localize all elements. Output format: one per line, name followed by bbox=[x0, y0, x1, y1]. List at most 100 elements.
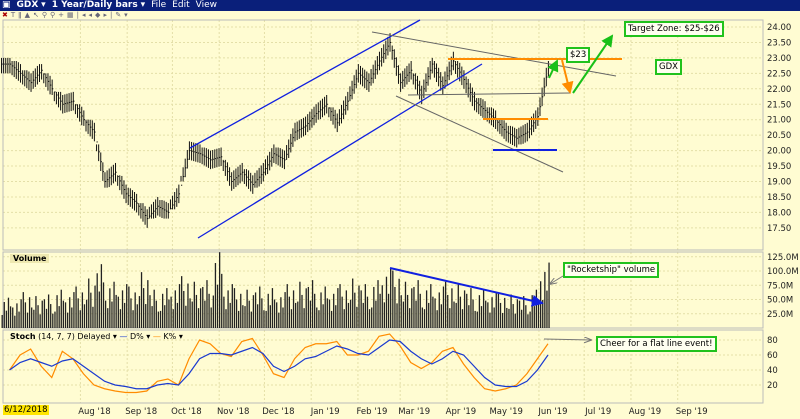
area-icon[interactable]: ▲ bbox=[24, 11, 33, 19]
volume-bar bbox=[60, 289, 62, 328]
rocketship-arrow bbox=[550, 275, 564, 284]
volume-bar bbox=[62, 300, 65, 328]
volume-bar bbox=[66, 312, 69, 328]
volume-bar bbox=[56, 295, 58, 328]
volume-bar bbox=[183, 290, 185, 328]
volume-bar bbox=[316, 307, 318, 328]
volume-bar bbox=[278, 312, 280, 328]
volume-bar bbox=[366, 296, 369, 328]
cursor-icon[interactable]: ↖ bbox=[33, 11, 42, 19]
close-icon[interactable]: ✖ bbox=[2, 11, 11, 19]
volume-bar bbox=[176, 302, 179, 328]
volume-bar bbox=[107, 308, 109, 328]
x-tick-label: Nov '18 bbox=[217, 407, 249, 417]
bars-icon[interactable]: ǁ bbox=[18, 11, 25, 19]
volume-decline-arrow bbox=[389, 267, 544, 307]
symbol-dropdown[interactable]: GDX ▾ bbox=[16, 0, 46, 10]
period-dropdown[interactable]: 1 Year/Daily bars ▾ bbox=[51, 0, 146, 10]
start-date-label: 6/12/2018 bbox=[3, 405, 49, 415]
volume-bar bbox=[288, 296, 290, 328]
price-tick-label: 21.00 bbox=[767, 116, 791, 126]
volume-bar bbox=[333, 293, 335, 328]
rocketship-volume-box: "Rocketship" volume bbox=[563, 262, 660, 278]
volume-bar bbox=[482, 289, 485, 328]
volume-bar bbox=[347, 302, 350, 328]
volume-bar bbox=[476, 311, 478, 328]
volume-bar bbox=[128, 286, 130, 328]
x-tick-label: Sep '18 bbox=[125, 407, 157, 417]
legend-k[interactable]: K% bbox=[163, 332, 177, 341]
volume-bar bbox=[520, 309, 523, 328]
volume-bar bbox=[400, 295, 402, 328]
x-tick-label: Jan '19 bbox=[310, 407, 340, 417]
volume-bar bbox=[168, 299, 170, 328]
text-icon[interactable]: T bbox=[10, 11, 19, 19]
volume-bar bbox=[233, 288, 236, 328]
volume-bar bbox=[510, 294, 512, 328]
chart-icon[interactable]: ▦ bbox=[67, 11, 77, 19]
menu-edit[interactable]: Edit bbox=[172, 0, 190, 10]
volume-bar bbox=[529, 311, 531, 328]
volume-bar bbox=[257, 304, 259, 328]
volume-bar bbox=[358, 285, 360, 328]
x-tick-label: Apr '19 bbox=[446, 407, 477, 417]
volume-bar bbox=[438, 292, 440, 328]
volume-bar bbox=[468, 305, 470, 328]
chart-toolbar: ✖Tǁ▲↖⚲⚲+▦|◂◂◆▸|✎▾ bbox=[0, 11, 800, 20]
volume-bar bbox=[94, 285, 96, 328]
volume-bar bbox=[345, 290, 347, 328]
draw-icon[interactable]: ✎▾ bbox=[115, 11, 131, 19]
volume-bar bbox=[337, 288, 339, 328]
volume-bar bbox=[463, 290, 466, 328]
volume-bar bbox=[149, 295, 151, 328]
step-right-icon[interactable]: ▸| bbox=[103, 11, 116, 19]
x-tick-label: Sep '19 bbox=[676, 407, 708, 417]
scroll-left-icon[interactable]: |◂ bbox=[76, 11, 89, 19]
zoom-out-icon[interactable]: ⚲ bbox=[50, 11, 59, 19]
volume-bar bbox=[533, 306, 535, 328]
volume-bar bbox=[301, 294, 303, 328]
price-tick-label: 19.50 bbox=[767, 162, 791, 172]
volume-bar bbox=[9, 306, 12, 328]
center-icon[interactable]: ◆ bbox=[95, 11, 104, 19]
volume-bar bbox=[286, 284, 288, 328]
volume-bar bbox=[223, 296, 225, 328]
volume-bar bbox=[77, 298, 79, 328]
volume-bar bbox=[478, 295, 481, 328]
menu-file[interactable]: File bbox=[151, 0, 167, 10]
volume-bar bbox=[189, 298, 191, 328]
volume-bar bbox=[352, 278, 354, 328]
volume-bar bbox=[485, 300, 487, 328]
volume-bar bbox=[140, 272, 143, 328]
x-tick-label: Aug '19 bbox=[629, 407, 661, 417]
volume-bar bbox=[197, 308, 200, 328]
step-left-icon[interactable]: ◂ bbox=[88, 11, 96, 19]
volume-bar bbox=[360, 290, 362, 328]
volume-bar bbox=[531, 295, 533, 328]
volume-bar bbox=[18, 311, 20, 328]
x-tick-label: Oct '18 bbox=[171, 407, 202, 417]
stoch-lines bbox=[9, 333, 549, 394]
price-tick-label: 22.00 bbox=[767, 85, 791, 95]
volume-bar bbox=[218, 252, 221, 328]
volume-bar bbox=[385, 276, 388, 328]
volume-bar bbox=[174, 290, 176, 328]
volume-bar bbox=[349, 299, 352, 328]
app-icon: ▣ bbox=[2, 0, 11, 10]
stoch-params[interactable]: (14, 7, 7) Delayed bbox=[38, 332, 111, 341]
price-target-box: $23 bbox=[566, 47, 591, 63]
menu-view[interactable]: View bbox=[195, 0, 217, 10]
zoom-in-icon[interactable]: ⚲ bbox=[41, 11, 51, 19]
legend-d[interactable]: D% bbox=[130, 332, 144, 341]
volume-bar bbox=[136, 304, 138, 328]
volume-bar bbox=[113, 281, 115, 328]
volume-bar bbox=[284, 292, 286, 328]
volume-bar bbox=[271, 288, 274, 328]
volume-bar bbox=[132, 310, 134, 328]
volume-bar bbox=[41, 300, 43, 328]
volume-bar bbox=[474, 310, 476, 328]
crosshair-icon[interactable]: + bbox=[58, 11, 68, 19]
volume-bar bbox=[449, 308, 451, 328]
volume-bar bbox=[314, 293, 316, 328]
